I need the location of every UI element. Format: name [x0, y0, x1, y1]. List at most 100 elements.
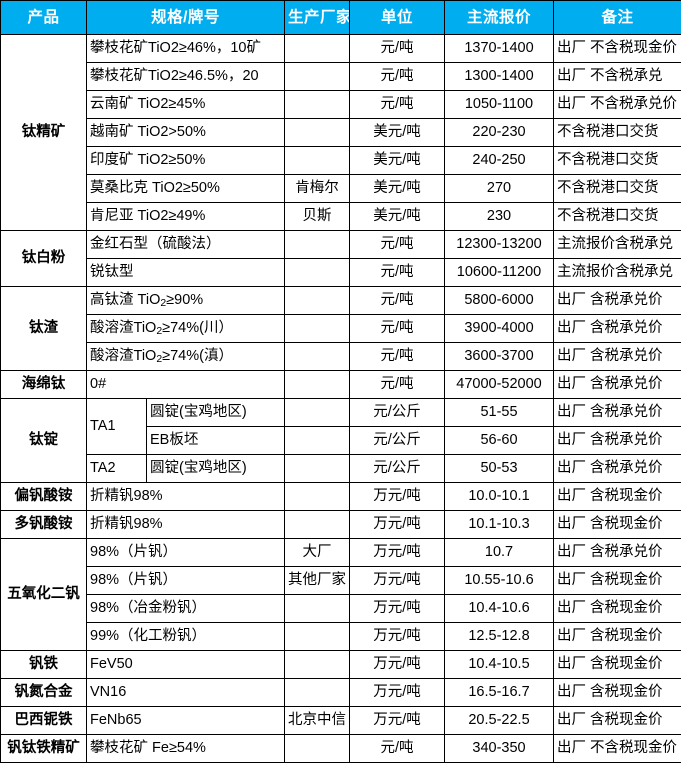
- spec-cell: 圆锭(宝鸡地区): [147, 455, 285, 483]
- product-group-cell: 钒铁: [1, 651, 87, 679]
- remark-cell: 出厂 含税现金价: [554, 567, 681, 595]
- remark-cell: 不含税港口交货: [554, 203, 681, 231]
- manufacturer-cell: [285, 63, 350, 91]
- manufacturer-cell: [285, 231, 350, 259]
- unit-cell: 元/吨: [350, 735, 445, 763]
- remark-cell: 出厂 含税承兑价: [554, 287, 681, 315]
- spec-cell: 折精钒98%: [87, 483, 285, 511]
- unit-cell: 万元/吨: [350, 707, 445, 735]
- remark-cell: 出厂 含税现金价: [554, 511, 681, 539]
- unit-cell: 元/吨: [350, 315, 445, 343]
- remark-cell: 出厂 不含税承兑价: [554, 91, 681, 119]
- manufacturer-cell: [285, 427, 350, 455]
- unit-cell: 美元/吨: [350, 147, 445, 175]
- spec-cell: 高钛渣 TiO2≥90%: [87, 287, 285, 315]
- spec-cell: 99%（化工粉钒）: [87, 623, 285, 651]
- price-cell: 51-55: [445, 399, 554, 427]
- price-cell: 10.0-10.1: [445, 483, 554, 511]
- manufacturer-cell: 肯梅尔: [285, 175, 350, 203]
- manufacturer-cell: [285, 35, 350, 63]
- spec-cell: 酸溶渣TiO2≥74%(滇）: [87, 343, 285, 371]
- header-spec[interactable]: 规格/牌号: [87, 1, 285, 35]
- header-product[interactable]: 产品: [1, 1, 87, 35]
- grade-cell: TA1: [87, 399, 147, 455]
- unit-cell: 万元/吨: [350, 595, 445, 623]
- header-price[interactable]: 主流报价: [445, 1, 554, 35]
- spec-cell: FeV50: [87, 651, 285, 679]
- price-cell: 12300-13200: [445, 231, 554, 259]
- manufacturer-cell: 贝斯: [285, 203, 350, 231]
- manufacturer-cell: [285, 623, 350, 651]
- price-cell: 47000-52000: [445, 371, 554, 399]
- unit-cell: 元/吨: [350, 63, 445, 91]
- price-cell: 20.5-22.5: [445, 707, 554, 735]
- header-unit[interactable]: 单位: [350, 1, 445, 35]
- unit-cell: 万元/吨: [350, 539, 445, 567]
- remark-cell: 不含税港口交货: [554, 175, 681, 203]
- remark-cell: 出厂 含税承兑价: [554, 539, 681, 567]
- manufacturer-cell: [285, 483, 350, 511]
- spec-cell: 印度矿 TiO2≥50%: [87, 147, 285, 175]
- unit-cell: 元/吨: [350, 371, 445, 399]
- spec-cell: 0#: [87, 371, 285, 399]
- product-group-cell: 钛白粉: [1, 231, 87, 287]
- spec-cell: 酸溶渣TiO2≥74%(川）: [87, 315, 285, 343]
- remark-cell: 出厂 含税现金价: [554, 707, 681, 735]
- remark-cell: 出厂 含税现金价: [554, 595, 681, 623]
- manufacturer-cell: [285, 287, 350, 315]
- remark-cell: 出厂 含税承兑价: [554, 455, 681, 483]
- remark-cell: 出厂 含税现金价: [554, 679, 681, 707]
- remark-cell: 不含税港口交货: [554, 147, 681, 175]
- unit-cell: 元/吨: [350, 91, 445, 119]
- remark-cell: 出厂 含税现金价: [554, 483, 681, 511]
- spec-cell: 98%（片钒）: [87, 539, 285, 567]
- header-remark[interactable]: 备注: [554, 1, 681, 35]
- price-cell: 240-250: [445, 147, 554, 175]
- unit-cell: 元/吨: [350, 343, 445, 371]
- manufacturer-cell: [285, 679, 350, 707]
- header-manufacturer[interactable]: 生产厂家: [285, 1, 350, 35]
- unit-cell: 万元/吨: [350, 567, 445, 595]
- price-cell: 12.5-12.8: [445, 623, 554, 651]
- spec-cell: VN16: [87, 679, 285, 707]
- spec-cell: 圆锭(宝鸡地区): [147, 399, 285, 427]
- product-group-cell: 多钒酸铵: [1, 511, 87, 539]
- price-cell: 270: [445, 175, 554, 203]
- manufacturer-cell: [285, 595, 350, 623]
- price-cell: 10.4-10.6: [445, 595, 554, 623]
- price-cell: 10.7: [445, 539, 554, 567]
- price-cell: 10.4-10.5: [445, 651, 554, 679]
- price-cell: 1300-1400: [445, 63, 554, 91]
- spec-cell: 折精钒98%: [87, 511, 285, 539]
- remark-cell: 出厂 含税承兑价: [554, 315, 681, 343]
- unit-cell: 万元/吨: [350, 483, 445, 511]
- remark-cell: 主流报价含税承兑: [554, 259, 681, 287]
- product-group-cell: 钒氮合金: [1, 679, 87, 707]
- remark-cell: 出厂 含税现金价: [554, 651, 681, 679]
- unit-cell: 美元/吨: [350, 175, 445, 203]
- manufacturer-cell: [285, 91, 350, 119]
- price-cell: 16.5-16.7: [445, 679, 554, 707]
- table-header: 产品规格/牌号生产厂家单位主流报价备注: [1, 1, 681, 35]
- remark-cell: 出厂 不含税现金价: [554, 35, 681, 63]
- price-cell: 3600-3700: [445, 343, 554, 371]
- unit-cell: 美元/吨: [350, 119, 445, 147]
- product-group-cell: 海绵钛: [1, 371, 87, 399]
